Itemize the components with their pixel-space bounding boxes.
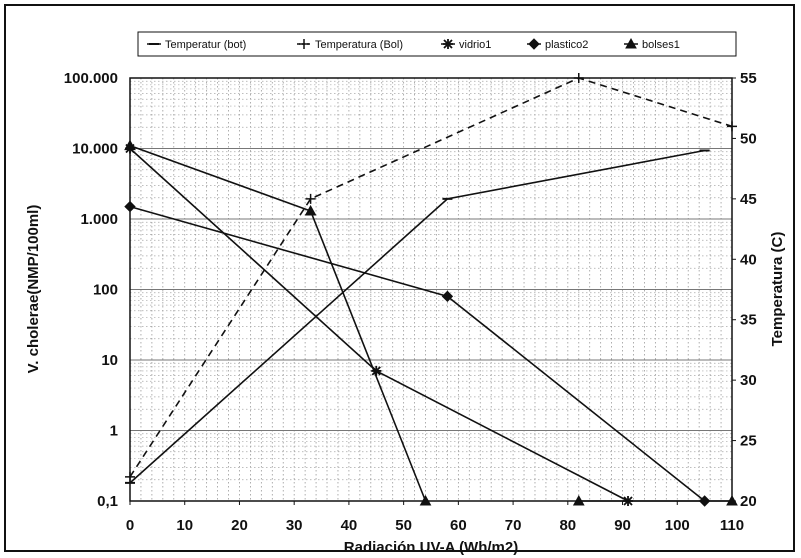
x-tick-label: 90 [614, 517, 631, 534]
y-tick-label: 100 [93, 282, 118, 299]
y-axis-title: V. cholerae(NMP/100ml) [25, 205, 42, 374]
series-temperatur-bot- [125, 149, 710, 484]
y2-tick-label: 55 [740, 70, 757, 87]
y2-axis-title: Temperatura (C) [769, 232, 786, 347]
y2-tick-label: 25 [740, 433, 757, 450]
grid [130, 78, 732, 501]
tick-labels: 0 10 20 30 40 50 60 70 80 90 100 1100,11101001.0001… [64, 70, 757, 534]
legend-label: Temperatur (bot) [165, 39, 246, 51]
series-layer [124, 73, 738, 507]
y-tick-label: 10 [101, 352, 118, 369]
x-tick-label: 60 [450, 517, 467, 534]
legend-entry: Temperatura (Bol) [297, 39, 403, 51]
legend-entry: bolses1 [624, 37, 680, 51]
x-tick-label: 10 [176, 517, 193, 534]
series-plastico2 [124, 200, 711, 507]
y2-tick-label: 20 [740, 493, 757, 510]
legend-label: bolses1 [642, 39, 680, 51]
chart-frame [4, 4, 795, 552]
legend-marker [443, 39, 453, 49]
y-tick-label: 0,1 [97, 493, 118, 510]
legend: Temperatur (bot) Temperatura (Bol) vidrio1… [137, 31, 737, 57]
legend-label: Temperatura (Bol) [315, 39, 403, 51]
legend-entry: plastico2 [527, 38, 588, 51]
x-tick-label: 70 [505, 517, 522, 534]
x-tick-label: 40 [341, 517, 358, 534]
x-tick-label: 110 [720, 517, 744, 534]
legend-entry: vidrio1 [441, 39, 491, 51]
data-point [304, 204, 317, 216]
series-temperatura-bol- [125, 73, 737, 482]
x-tick-label: 50 [395, 517, 412, 534]
y2-tick-label: 35 [740, 312, 757, 329]
y2-tick-label: 40 [740, 251, 757, 268]
series-line [129, 147, 629, 502]
data-point [441, 290, 454, 303]
x-tick-label: 30 [286, 517, 303, 534]
y2-tick-label: 45 [740, 191, 757, 208]
y-tick-label: 10.000 [72, 141, 118, 158]
x-tick-label: 0 [126, 517, 134, 534]
series-line [129, 77, 733, 478]
y2-tick-label: 50 [740, 130, 757, 147]
plot-area-border [129, 77, 733, 502]
series-line [129, 205, 706, 502]
y-tick-label: 1.000 [80, 211, 118, 228]
x-tick-label: 100 [665, 517, 690, 534]
x-axis-title: Radiación UV-A (Wh/m2) [344, 539, 518, 556]
legend-entry: Temperatur (bot) [147, 39, 246, 51]
legend-label: plastico2 [545, 39, 588, 51]
legend-label: vidrio1 [459, 39, 491, 51]
legend-marker [625, 37, 637, 49]
legend-marker [299, 39, 309, 49]
series-bolses1 [124, 139, 432, 506]
y2-tick-label: 30 [740, 372, 757, 389]
x-tick-label: 80 [559, 517, 576, 534]
series-line [129, 144, 427, 502]
y-tick-label: 100.000 [64, 70, 118, 87]
legend-marker [528, 38, 540, 50]
x-tick-label: 20 [231, 517, 248, 534]
y-tick-label: 1 [110, 423, 118, 440]
data-point [305, 193, 316, 204]
data-point [371, 365, 382, 376]
